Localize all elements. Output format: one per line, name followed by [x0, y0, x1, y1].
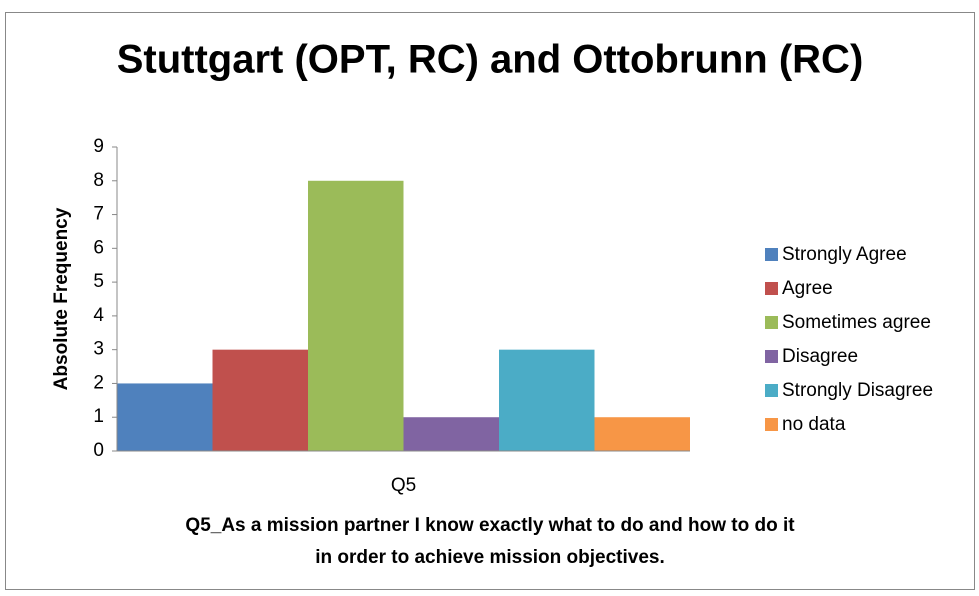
- x-axis-label: Q5_As a mission partner I know exactly w…: [185, 515, 795, 536]
- y-tick-label: 5: [93, 271, 104, 292]
- bar: [594, 417, 690, 451]
- x-tick-label: Q5: [391, 475, 416, 496]
- bar: [117, 383, 213, 451]
- y-tick-label: 4: [93, 305, 104, 326]
- bar: [308, 180, 404, 451]
- legend-swatch: [765, 384, 778, 397]
- legend-label: Sometimes agree: [782, 312, 931, 333]
- legend-label: Agree: [782, 278, 833, 299]
- y-tick-label: 9: [93, 136, 104, 157]
- y-tick-label: 2: [93, 372, 104, 393]
- y-tick-label: 6: [93, 237, 104, 258]
- bar: [499, 349, 595, 451]
- y-axis-label: Absolute Frequency: [51, 207, 72, 390]
- y-tick-label: 0: [93, 440, 104, 461]
- y-tick-label: 3: [93, 339, 104, 360]
- legend-swatch: [765, 316, 778, 329]
- chart-border: [5, 12, 975, 590]
- y-tick-label: 1: [93, 406, 104, 427]
- bar: [212, 349, 308, 451]
- legend-swatch: [765, 418, 778, 431]
- y-tick-label: 8: [93, 170, 104, 191]
- legend-swatch: [765, 282, 778, 295]
- chart-title: Stuttgart (OPT, RC) and Ottobrunn (RC): [117, 38, 864, 82]
- legend-label: no data: [782, 414, 846, 435]
- legend-swatch: [765, 350, 778, 363]
- y-tick-label: 7: [93, 204, 104, 225]
- x-axis-label: in order to achieve mission objectives.: [315, 547, 665, 568]
- legend-label: Strongly Agree: [782, 244, 907, 265]
- legend-label: Strongly Disagree: [782, 380, 933, 401]
- legend-label: Disagree: [782, 346, 858, 367]
- legend-swatch: [765, 248, 778, 261]
- bar: [403, 417, 499, 451]
